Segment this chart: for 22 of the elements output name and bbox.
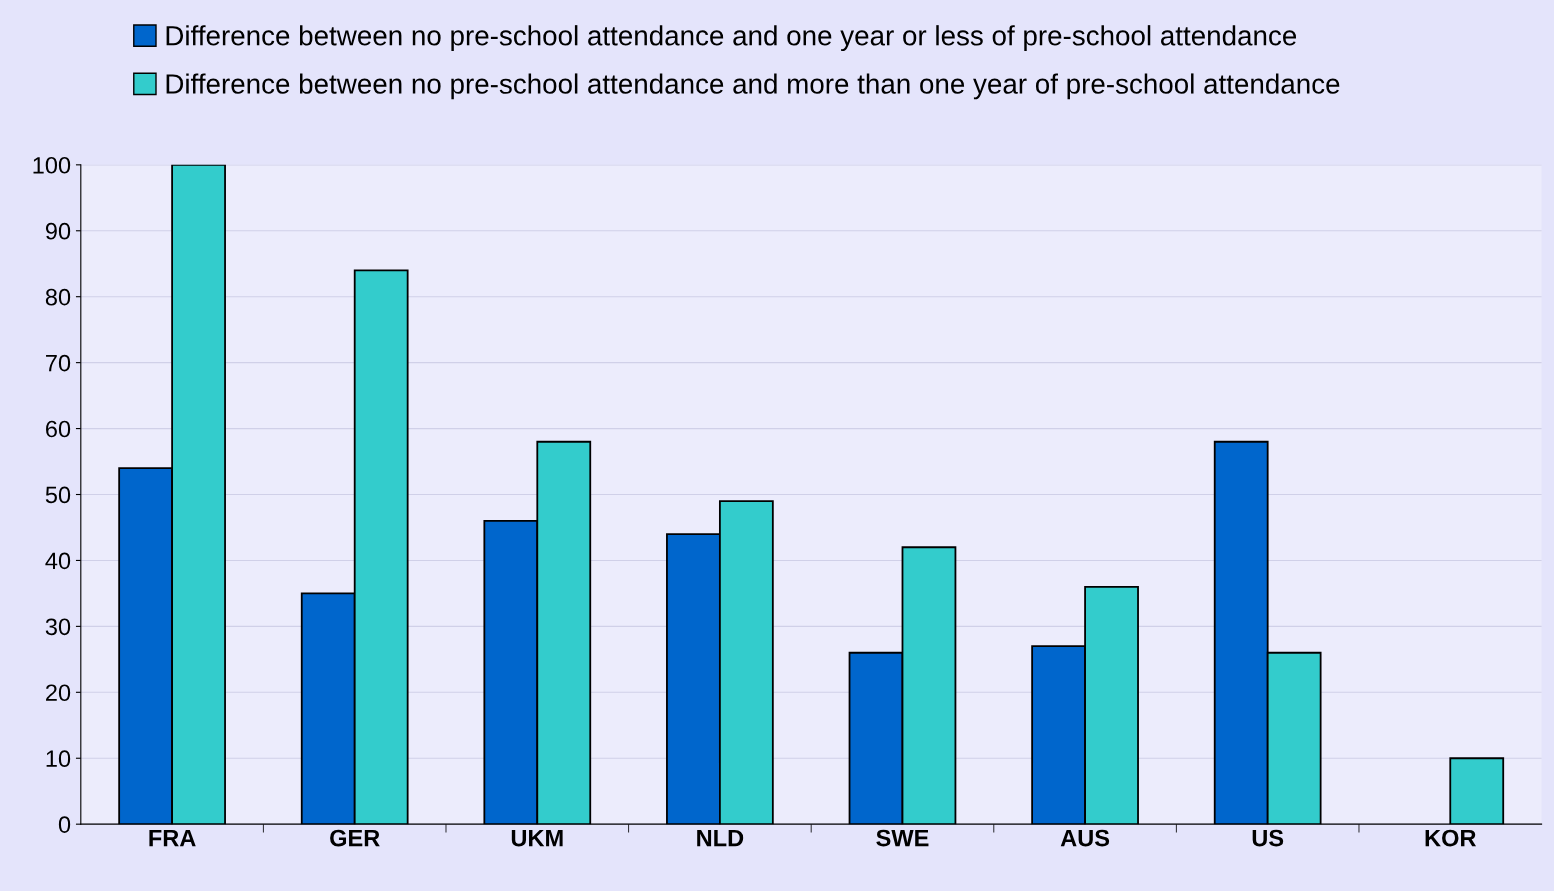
y-tick-label: 100	[33, 156, 71, 174]
x-tick-label: GER	[330, 829, 380, 847]
y-tick-label: 20	[46, 684, 71, 702]
x-tick-label: AUS	[1060, 829, 1110, 847]
y-tick-label: 0	[58, 816, 71, 833]
y-tick-label: 80	[45, 288, 71, 306]
x-tick-label: UKM	[511, 829, 563, 847]
y-tick-label: 10	[46, 750, 71, 768]
x-tick-label: FRA	[149, 829, 196, 847]
y-tick-label: 70	[46, 354, 71, 372]
y-tick-label: 30	[45, 618, 71, 636]
y-tick-label: 90	[45, 222, 71, 240]
x-tick-label: NLD	[697, 829, 744, 847]
y-tick-label: 50	[45, 486, 71, 504]
y-tick-label: 60	[46, 420, 71, 438]
x-tick-label: US	[1252, 829, 1284, 847]
x-tick-label: KOR	[1425, 829, 1477, 847]
x-tick-label: SWE	[876, 829, 929, 847]
legend-label: Difference between no pre-school attendance and one year or less of pre-school attendance	[166, 25, 1297, 52]
legend-label: Difference between no pre-school attendance and more than one year of pre-school attendance	[166, 73, 1340, 100]
y-tick-label: 40	[45, 552, 71, 570]
bar	[1449, 757, 1505, 825]
